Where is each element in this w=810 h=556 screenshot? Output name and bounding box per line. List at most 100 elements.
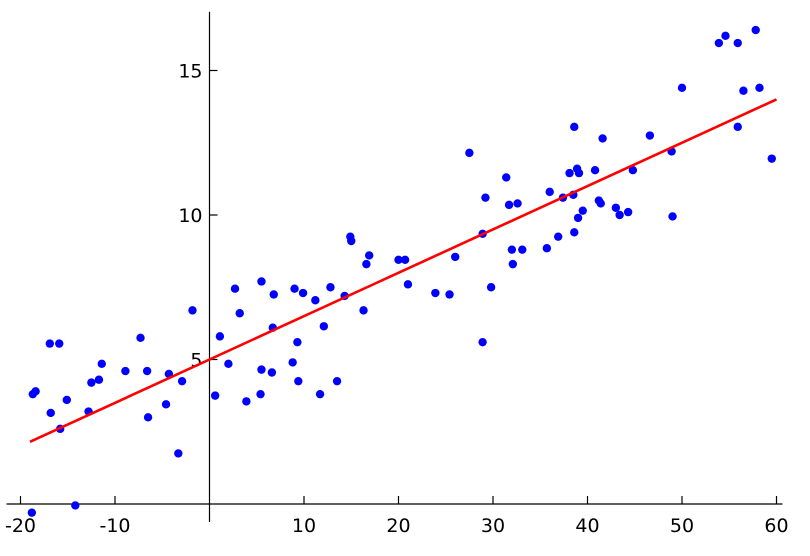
data-point — [502, 173, 511, 182]
data-point — [755, 83, 764, 93]
x-tick-label: 10 — [292, 515, 316, 537]
data-point — [359, 306, 368, 315]
x-tick-label: -10 — [99, 515, 130, 537]
data-point — [269, 290, 278, 299]
data-point — [347, 236, 356, 246]
data-point — [767, 154, 776, 163]
data-point — [573, 213, 583, 223]
y-tick-label: 15 — [178, 61, 202, 83]
data-point — [121, 366, 130, 376]
data-point — [400, 255, 410, 264]
data-point — [570, 122, 579, 132]
data-point — [714, 38, 724, 48]
regression-line — [29, 98, 778, 444]
y-tick-label: 10 — [178, 205, 202, 227]
data-point — [542, 244, 552, 253]
data-point — [332, 376, 342, 386]
data-point — [161, 400, 171, 409]
data-point — [71, 501, 80, 510]
data-point — [565, 168, 574, 178]
data-point — [365, 251, 374, 260]
data-point — [256, 389, 265, 399]
data-point — [615, 210, 624, 220]
data-point — [751, 25, 760, 35]
data-point — [177, 376, 187, 386]
data-points — [27, 25, 776, 517]
x-tick-label: 50 — [670, 515, 694, 537]
data-point — [465, 148, 474, 158]
data-point — [554, 232, 563, 241]
x-tick-label: 60 — [764, 515, 788, 537]
data-point — [598, 134, 607, 143]
data-point — [513, 199, 522, 208]
data-point — [574, 168, 584, 178]
data-point — [590, 166, 600, 175]
data-point — [596, 199, 605, 208]
data-point — [293, 337, 302, 347]
data-point — [315, 389, 325, 399]
data-point — [46, 408, 55, 418]
data-point — [224, 359, 233, 369]
ticks — [19, 69, 778, 504]
x-tick-label: 20 — [386, 515, 410, 537]
data-point — [326, 283, 335, 292]
data-point — [362, 259, 371, 269]
data-point — [645, 131, 655, 140]
data-point — [478, 337, 487, 347]
data-point — [142, 366, 152, 376]
data-point — [143, 413, 153, 422]
data-point — [668, 212, 677, 221]
data-point — [508, 259, 518, 269]
data-point — [504, 200, 514, 210]
data-point — [235, 309, 244, 318]
data-point — [27, 508, 37, 517]
data-point — [174, 449, 183, 458]
data-point — [431, 288, 440, 298]
data-point — [290, 284, 299, 293]
x-tick-label: -20 — [5, 515, 36, 537]
data-point — [188, 306, 197, 315]
data-point — [445, 290, 454, 299]
data-point — [623, 207, 633, 217]
data-point — [230, 284, 240, 293]
data-point — [677, 83, 687, 93]
data-point — [311, 296, 320, 305]
regression-line-layer — [29, 98, 778, 444]
data-point — [210, 391, 220, 400]
data-point — [94, 375, 104, 384]
data-point — [721, 31, 730, 41]
data-point — [257, 277, 266, 286]
data-point — [97, 359, 106, 369]
data-point — [242, 397, 251, 406]
data-point — [298, 288, 308, 298]
data-point — [570, 228, 579, 237]
data-point — [55, 339, 64, 348]
data-point — [288, 358, 297, 367]
data-point — [545, 187, 554, 197]
data-point — [294, 376, 303, 386]
axes — [6, 11, 783, 522]
data-point — [62, 395, 72, 405]
data-point — [611, 203, 621, 212]
data-point — [257, 365, 266, 374]
data-point — [486, 283, 496, 292]
data-point — [451, 252, 460, 262]
data-point — [578, 206, 587, 215]
data-point — [394, 255, 403, 264]
data-point — [403, 280, 413, 289]
x-tick-label: 30 — [481, 515, 505, 537]
data-point — [31, 387, 40, 396]
data-point — [267, 368, 277, 377]
x-tick-label: 40 — [575, 515, 599, 537]
data-point — [733, 38, 742, 48]
data-point — [739, 86, 748, 95]
data-point — [215, 332, 225, 341]
data-point — [319, 322, 329, 331]
data-point — [518, 245, 527, 254]
data-point — [733, 122, 742, 132]
data-point — [507, 245, 517, 254]
data-point — [136, 333, 145, 343]
data-point — [481, 193, 490, 202]
